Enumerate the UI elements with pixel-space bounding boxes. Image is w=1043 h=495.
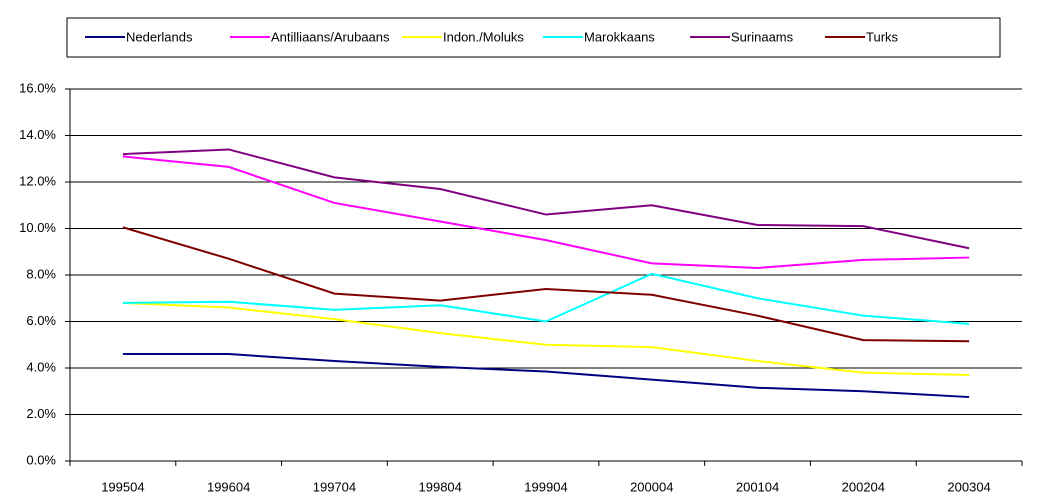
- y-tick-label: 12.0%: [19, 173, 56, 188]
- x-tick-label: 200304: [947, 479, 990, 494]
- x-tick-label: 199504: [101, 479, 144, 494]
- series-line: [122, 301, 970, 376]
- x-tick-label: 199604: [207, 479, 250, 494]
- series-line: [122, 155, 970, 270]
- legend-label: Antilliaans/Arubaans: [271, 29, 390, 44]
- legend-label: Marokkaans: [584, 29, 655, 44]
- legend-label: Indon./Moluks: [443, 29, 524, 44]
- x-tick-label: 199904: [524, 479, 567, 494]
- x-tick-label: 200004: [630, 479, 673, 494]
- y-tick-label: 0.0%: [26, 452, 56, 467]
- y-tick-label: 16.0%: [19, 80, 56, 95]
- x-tick-label: 200204: [842, 479, 885, 494]
- y-tick-label: 10.0%: [19, 220, 56, 235]
- y-tick-label: 8.0%: [26, 266, 56, 281]
- y-tick-label: 14.0%: [19, 127, 56, 142]
- x-tick-label: 199804: [419, 479, 462, 494]
- legend-label: Turks: [866, 29, 899, 44]
- series-line: [122, 148, 970, 250]
- series-line: [122, 226, 970, 343]
- x-tick-label: 200104: [736, 479, 779, 494]
- y-tick-label: 2.0%: [26, 406, 56, 421]
- y-tick-label: 4.0%: [26, 359, 56, 374]
- x-tick-label: 199704: [313, 479, 356, 494]
- legend-label: Nederlands: [126, 29, 193, 44]
- series-line: [122, 353, 970, 399]
- series-line: [122, 272, 970, 325]
- legend-label: Surinaams: [731, 29, 794, 44]
- y-tick-label: 6.0%: [26, 313, 56, 328]
